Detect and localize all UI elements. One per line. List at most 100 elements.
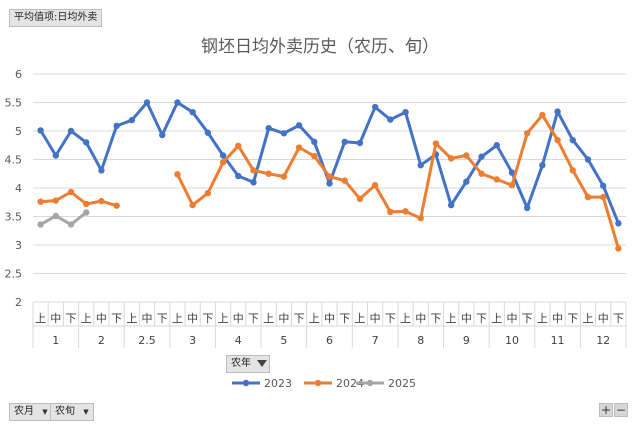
data-point (584, 193, 592, 201)
legend-field-button[interactable]: 农年 (226, 355, 271, 373)
x-subcategory-label: 中 (187, 312, 198, 325)
value-field-label: 平均值项:日均外卖 (14, 12, 98, 23)
x-subcategory-label: 中 (552, 312, 563, 325)
data-point (280, 173, 288, 180)
data-point (463, 178, 470, 185)
x-subcategory-label: 上 (81, 312, 92, 325)
data-point (98, 167, 105, 174)
data-point (204, 189, 212, 197)
data-point (83, 200, 90, 208)
chart-title: 钢坯日均外卖历史（农历、旬） (201, 37, 439, 57)
x-subcategory-label: 上 (446, 312, 457, 325)
x-subcategory-label: 下 (522, 312, 533, 325)
value-field-button[interactable]: 平均值项:日均外卖 (9, 9, 103, 27)
data-point (493, 176, 500, 183)
dropdown-arrow-icon: ▼ (42, 408, 48, 416)
data-point (417, 215, 424, 222)
y-tick-label: 5 (15, 125, 22, 138)
data-point (387, 208, 394, 216)
data-point (67, 221, 75, 228)
data-point (402, 208, 409, 215)
x-subcategory-label: 上 (582, 312, 593, 325)
x-subcategory-label: 上 (491, 312, 502, 325)
data-point (265, 170, 272, 177)
x-subcategory-label: 中 (96, 312, 107, 325)
data-point (356, 139, 364, 147)
data-point (189, 201, 196, 209)
data-point (189, 108, 196, 116)
data-point (341, 138, 348, 146)
series-line (39, 190, 119, 208)
data-point (402, 108, 409, 116)
data-point (219, 159, 227, 166)
data-point (478, 153, 485, 160)
data-point (447, 155, 455, 162)
x-group-label: 7 (372, 334, 379, 347)
data-point (128, 116, 136, 124)
data-point (326, 180, 333, 187)
x-subcategory-label: 下 (157, 312, 168, 325)
x-group-label: 1 (52, 334, 59, 347)
series-line (39, 101, 620, 225)
data-point (341, 177, 348, 184)
data-point (447, 201, 455, 209)
axis-field-button-month[interactable]: 农月 ▼ (9, 403, 53, 421)
data-point (523, 204, 531, 212)
data-point (174, 99, 181, 106)
data-point (67, 188, 75, 196)
x-group-label: 9 (463, 334, 470, 347)
x-subcategory-label: 下 (567, 312, 578, 325)
data-point (280, 130, 288, 137)
data-point (569, 167, 576, 174)
axis-field-label: 农月 (14, 406, 34, 417)
x-subcategory-label: 中 (324, 312, 335, 325)
data-point (250, 167, 257, 174)
data-point (371, 181, 379, 189)
data-point (371, 103, 379, 111)
data-point (37, 221, 44, 228)
axis-field-button-period[interactable]: 农旬 ▼ (50, 403, 94, 421)
y-tick-label: 2.5 (5, 268, 23, 281)
data-point (113, 122, 120, 130)
y-tick-label: 3.5 (5, 211, 23, 224)
y-tick-label: 5.5 (5, 97, 23, 110)
x-subcategory-label: 下 (202, 312, 213, 325)
x-group-label: 8 (417, 334, 424, 347)
x-subcategory-label: 中 (506, 312, 517, 325)
zoom-out-button[interactable]: − (614, 403, 628, 417)
legend-label: 2023 (264, 377, 292, 390)
data-point (67, 127, 75, 135)
x-group-label: 4 (235, 334, 242, 347)
legend-label: 2024 (336, 377, 364, 390)
data-point (554, 108, 561, 115)
grid (33, 73, 626, 303)
plus-icon: + (600, 403, 612, 417)
data-point (83, 139, 90, 146)
legend-marker (314, 379, 322, 387)
legend: 2023 2024 2025 (232, 377, 416, 390)
legend-marker (366, 379, 374, 387)
y-tick-label: 4.5 (5, 154, 23, 167)
y-tick-label: 2 (15, 296, 22, 309)
x-subcategory-label: 中 (278, 312, 289, 325)
x-subcategory-label: 上 (354, 312, 365, 325)
series-2025 (37, 209, 90, 228)
y-tick-label: 3 (15, 239, 22, 252)
data-point (52, 197, 60, 204)
data-point (463, 152, 470, 159)
data-point (478, 170, 485, 177)
series-line (175, 113, 620, 250)
x-subcategory-label: 上 (126, 312, 137, 325)
x-subcategory-label: 下 (294, 312, 305, 325)
data-point (159, 131, 166, 139)
x-group-label: 2.5 (138, 334, 156, 347)
zoom-in-button[interactable]: + (599, 403, 613, 417)
data-point (508, 181, 516, 189)
x-subcategory-label: 中 (370, 312, 381, 325)
data-point (539, 111, 546, 119)
x-subcategory-label: 中 (233, 312, 244, 325)
data-point (250, 179, 257, 186)
x-subcategory-label: 上 (309, 312, 320, 325)
x-subcategory-label: 中 (598, 312, 609, 325)
